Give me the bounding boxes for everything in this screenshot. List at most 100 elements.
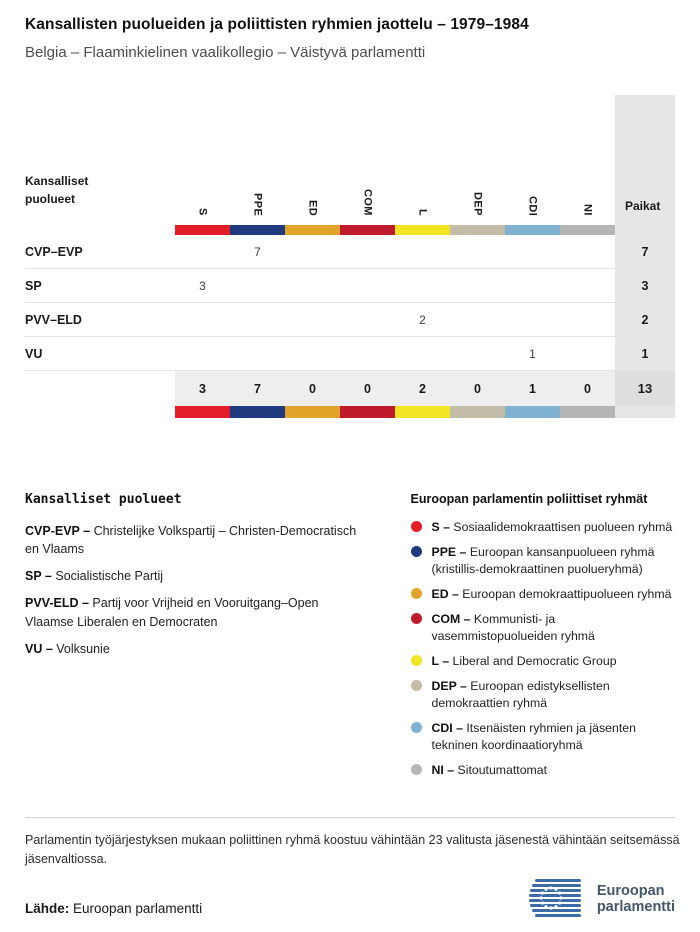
group-color-bar-cdi <box>505 225 560 235</box>
seat-cell <box>450 337 505 370</box>
legend-item: PPE – Euroopan kansanpuolueen ryhmä (kri… <box>410 544 675 578</box>
seat-cell <box>285 337 340 370</box>
seat-cell <box>230 269 285 302</box>
party-name: VU <box>25 346 43 361</box>
political-groups-legend: Euroopan parlamentin poliittiset ryhmät … <box>410 492 675 779</box>
legend-item: S – Sosiaalidemokraattisen puolueen ryhm… <box>410 519 675 536</box>
total-cell: 7 <box>230 371 285 406</box>
column-header-dep: DEP <box>471 192 484 216</box>
party-row-cvp-evp: CVP–EVP 7 7 <box>25 235 675 269</box>
footer: Lähde: Euroopan parlamentti <box>25 878 675 920</box>
source-label: Lähde: <box>25 901 70 916</box>
national-parties-legend: Kansalliset puolueet CVP-EVP – Christeli… <box>25 492 361 779</box>
seat-cell <box>505 303 560 336</box>
group-color-bar-ni <box>560 406 615 418</box>
row-header-cell: Kansalliset puolueet <box>25 95 175 225</box>
group-color-dot-cdi <box>410 721 422 733</box>
seat-cell: 1 <box>529 346 536 361</box>
seat-cell <box>340 235 395 268</box>
seat-cell <box>450 303 505 336</box>
row-seats-cell: 7 <box>615 235 675 268</box>
seat-cell: 3 <box>199 278 206 293</box>
footnote: Parlamentin työjärjestyksen mukaan polii… <box>25 832 680 866</box>
page-subtitle: Belgia – Flaaminkielinen vaalikollegio –… <box>25 44 426 61</box>
political-groups-heading: Euroopan parlamentin poliittiset ryhmät <box>410 492 648 506</box>
column-header-paikat: Paikat <box>615 95 675 225</box>
seat-cell <box>175 235 230 268</box>
seat-cell <box>560 235 615 268</box>
seat-cell <box>340 337 395 370</box>
total-cell: 0 <box>450 371 505 406</box>
source-text: Euroopan parlamentti <box>73 901 203 916</box>
party-name: PVV–ELD <box>25 312 82 327</box>
group-color-bar-l <box>395 406 450 418</box>
spacer-cell <box>25 371 175 406</box>
group-color-bar-com <box>340 225 395 235</box>
seat-cell <box>505 269 560 302</box>
group-color-bar-dep <box>450 225 505 235</box>
party-row-pvv-eld: PVV–ELD 2 2 <box>25 303 675 337</box>
seat-cell <box>340 269 395 302</box>
column-header-s: S <box>196 208 209 216</box>
divider <box>25 816 675 818</box>
total-cell: 0 <box>560 371 615 406</box>
seats-column-background <box>615 225 675 235</box>
spacer-cell <box>25 225 175 235</box>
seat-cell <box>340 303 395 336</box>
national-parties-heading: Kansalliset puolueet <box>25 492 182 507</box>
european-parliament-logo: Euroopan parlamentti <box>525 878 675 920</box>
total-cell: 3 <box>175 371 230 406</box>
total-cell: 1 <box>505 371 560 406</box>
group-color-dot-ed <box>410 587 422 599</box>
legend-item: L – Liberal and Democratic Group <box>410 653 675 670</box>
row-seats-cell: 2 <box>615 303 675 336</box>
column-header-ppe: PPE <box>251 192 264 216</box>
legend-item: COM – Kommunisti- ja vasemmistopuolueide… <box>410 611 675 645</box>
totals-row: 3 7 0 0 2 0 1 0 13 <box>25 371 675 406</box>
legend-item: ED – Euroopan demokraattipuolueen ryhmä <box>410 586 675 603</box>
group-color-dot-l <box>410 654 422 666</box>
group-color-bar-s <box>175 225 230 235</box>
group-color-bar-row <box>25 225 675 235</box>
seat-cell <box>395 337 450 370</box>
seat-cell <box>560 337 615 370</box>
seat-cell <box>230 303 285 336</box>
seat-cell <box>230 337 285 370</box>
seat-cell: 2 <box>419 312 426 327</box>
group-color-bar-ni <box>560 225 615 235</box>
seat-cell <box>175 303 230 336</box>
seats-column-background <box>615 406 675 418</box>
seat-cell <box>175 337 230 370</box>
group-color-bar-s <box>175 406 230 418</box>
group-color-dot-dep <box>410 679 422 691</box>
group-color-dot-com <box>410 612 422 624</box>
group-color-dot-ppe <box>410 545 422 557</box>
group-color-bar-com <box>340 406 395 418</box>
seat-cell <box>505 235 560 268</box>
column-header-com: COM <box>361 189 374 216</box>
group-color-bar-ed <box>285 225 340 235</box>
seat-cell <box>285 303 340 336</box>
ep-logo-icon <box>528 879 581 917</box>
party-row-vu: VU 1 1 <box>25 337 675 371</box>
total-seats-cell: 13 <box>615 371 675 406</box>
total-cell: 0 <box>340 371 395 406</box>
group-color-bar-dep <box>450 406 505 418</box>
group-color-bar-cdi <box>505 406 560 418</box>
source-line: Lähde: Euroopan parlamentti <box>25 901 202 920</box>
group-color-bar-ppe <box>230 225 285 235</box>
group-color-bar-ppe <box>230 406 285 418</box>
seat-cell <box>285 235 340 268</box>
group-color-bar-row-bottom <box>25 406 675 418</box>
legend-item: VU – Volksunie <box>25 641 110 656</box>
seat-cell <box>395 269 450 302</box>
group-color-dot-ni <box>410 763 422 775</box>
seat-cell <box>450 269 505 302</box>
legend-item: SP – Socialistische Partij <box>25 569 164 584</box>
column-header-l: L <box>416 208 429 216</box>
row-seats-cell: 1 <box>615 337 675 370</box>
party-name: SP <box>25 278 42 293</box>
total-cell: 0 <box>285 371 340 406</box>
ep-logo-text: Euroopan parlamentti <box>596 882 675 915</box>
